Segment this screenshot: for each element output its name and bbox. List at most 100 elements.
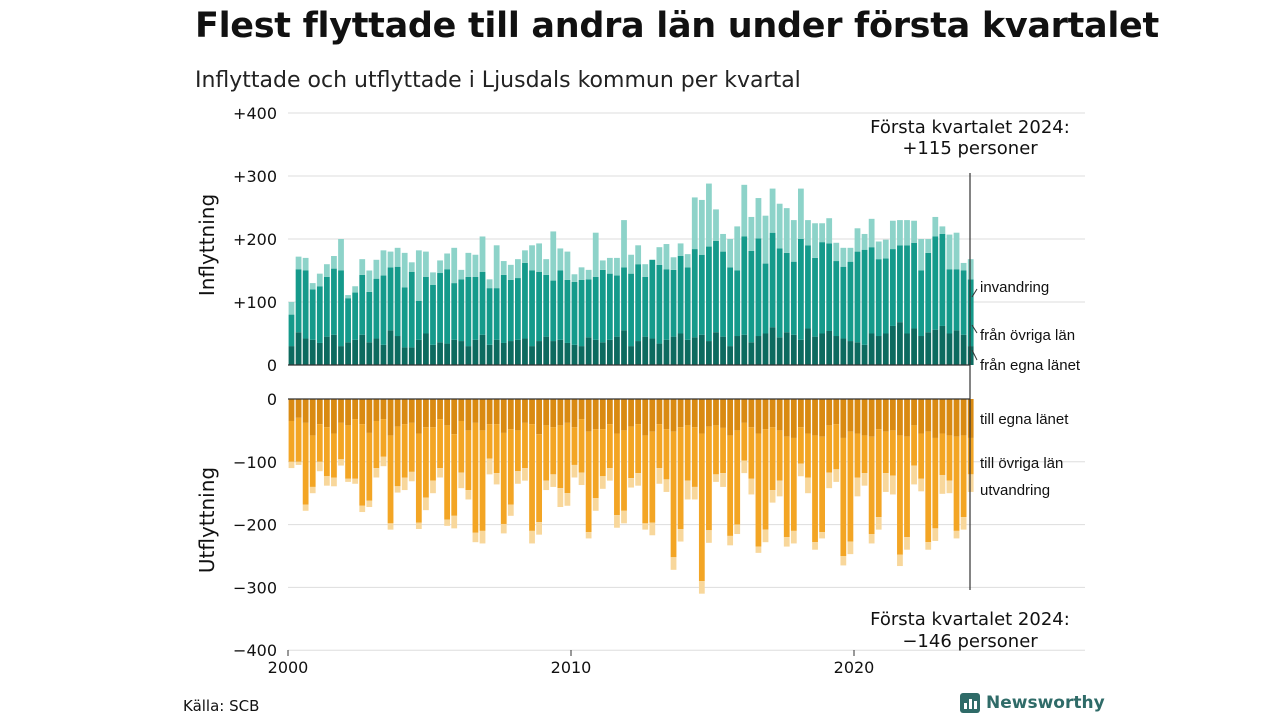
bar-out-abroad: [585, 532, 592, 539]
bar-in-local: [394, 336, 401, 365]
bar-in-county: [939, 233, 946, 326]
bar-out-county: [571, 427, 578, 465]
bar-out-county: [585, 431, 592, 533]
bar-out-abroad: [529, 530, 535, 544]
bar-out-county: [798, 427, 804, 464]
bar-out-abroad: [571, 464, 578, 478]
bar-out-local: [380, 399, 387, 420]
bar-out-local: [614, 399, 620, 434]
bar-in-county: [960, 270, 967, 335]
bar-out-abroad: [677, 528, 684, 542]
bar-in-abroad: [331, 256, 337, 269]
bar-in-abroad: [868, 218, 875, 248]
bar-in-local: [345, 342, 351, 365]
bar-out-county: [557, 425, 564, 489]
bar-out-county: [543, 425, 550, 481]
bar-in-abroad: [380, 250, 387, 276]
bar-in-county: [868, 247, 875, 334]
bar-in-local: [599, 342, 606, 365]
bar-out-local: [331, 399, 337, 434]
bar-in-county: [783, 252, 790, 333]
bar-out-abroad: [614, 515, 620, 528]
bar-in-local: [557, 339, 564, 365]
bar-out-county: [486, 424, 493, 459]
leader-in-county: [971, 324, 978, 334]
bar-in-abroad: [479, 236, 486, 272]
bar-out-county: [415, 433, 422, 523]
brand-logo: Newsworthy: [960, 693, 1105, 713]
bar-in-abroad: [408, 262, 415, 272]
bar-in-abroad: [571, 274, 578, 282]
gridlines: [288, 112, 1085, 651]
bar-out-abroad: [741, 460, 748, 474]
bar-out-county: [691, 427, 698, 487]
bar-out-abroad: [373, 468, 380, 478]
bar-out-local: [345, 399, 351, 426]
bar-in-local: [706, 341, 712, 365]
bar-in-county: [578, 279, 585, 347]
bar-out-county: [359, 424, 366, 506]
bar-in-local: [507, 341, 514, 365]
bar-in-county: [352, 292, 359, 340]
bar-out-abroad: [812, 542, 818, 550]
bar-in-abroad: [564, 251, 571, 280]
bar-in-local: [628, 346, 634, 365]
bar-out-local: [373, 399, 380, 421]
bar-in-abroad: [769, 188, 776, 233]
bar-in-abroad: [833, 242, 840, 262]
bar-in-local: [316, 342, 323, 365]
bar-in-abroad: [415, 250, 422, 301]
bar-out-local: [918, 399, 925, 434]
bar-out-county: [677, 427, 684, 529]
bar-out-abroad: [635, 473, 642, 486]
bar-out-county: [826, 425, 833, 473]
bar-in-abroad: [882, 239, 889, 259]
bar-in-local: [472, 339, 479, 365]
bar-out-county: [854, 433, 861, 478]
bar-in-local: [592, 339, 599, 365]
bar-in-local: [967, 346, 974, 365]
bar-in-local: [854, 342, 861, 365]
bar-in-county: [748, 250, 755, 343]
bar-out-county: [840, 437, 847, 556]
bar-in-local: [776, 337, 783, 365]
bar-in-local: [302, 338, 309, 365]
bar-in-local: [755, 336, 762, 365]
bar-out-abroad: [826, 472, 833, 489]
bar-out-local: [812, 399, 818, 436]
bar-in-county: [967, 279, 974, 347]
bar-out-local: [741, 399, 748, 423]
bar-in-local: [571, 344, 578, 365]
bar-out-abroad: [656, 468, 663, 484]
bar-in-county: [769, 232, 776, 328]
bar-in-county: [904, 245, 910, 334]
bar-out-abroad: [309, 486, 316, 494]
bar-out-abroad: [557, 488, 564, 508]
bar-out-abroad: [578, 472, 585, 486]
bar-in-local: [649, 338, 656, 365]
bar-in-local: [585, 337, 592, 365]
bar-out-county: [444, 425, 451, 520]
bar-in-abroad: [677, 243, 684, 257]
bar-out-abroad: [946, 480, 953, 494]
bar-out-local: [826, 399, 833, 426]
bar-in-county: [833, 261, 840, 337]
bar-out-abroad: [543, 480, 550, 491]
bar-out-abroad: [925, 542, 932, 550]
bar-out-local: [578, 399, 585, 420]
bar-in-abroad: [507, 264, 514, 280]
bar-in-abroad: [642, 264, 649, 277]
bar-out-county: [522, 422, 528, 469]
bar-out-abroad: [790, 530, 797, 544]
bar-out-local: [677, 399, 684, 428]
bar-out-abroad: [408, 471, 415, 482]
y-label-in: Inflyttning: [195, 194, 219, 296]
bar-out-county: [670, 431, 677, 558]
bar-in-county: [599, 269, 606, 343]
bar-out-county: [599, 429, 606, 477]
bar-in-local: [423, 333, 429, 365]
bar-in-abroad: [614, 257, 620, 276]
bar-in-county: [684, 267, 691, 340]
bar-in-abroad: [840, 247, 847, 267]
y-tick-label: −100: [233, 453, 277, 472]
